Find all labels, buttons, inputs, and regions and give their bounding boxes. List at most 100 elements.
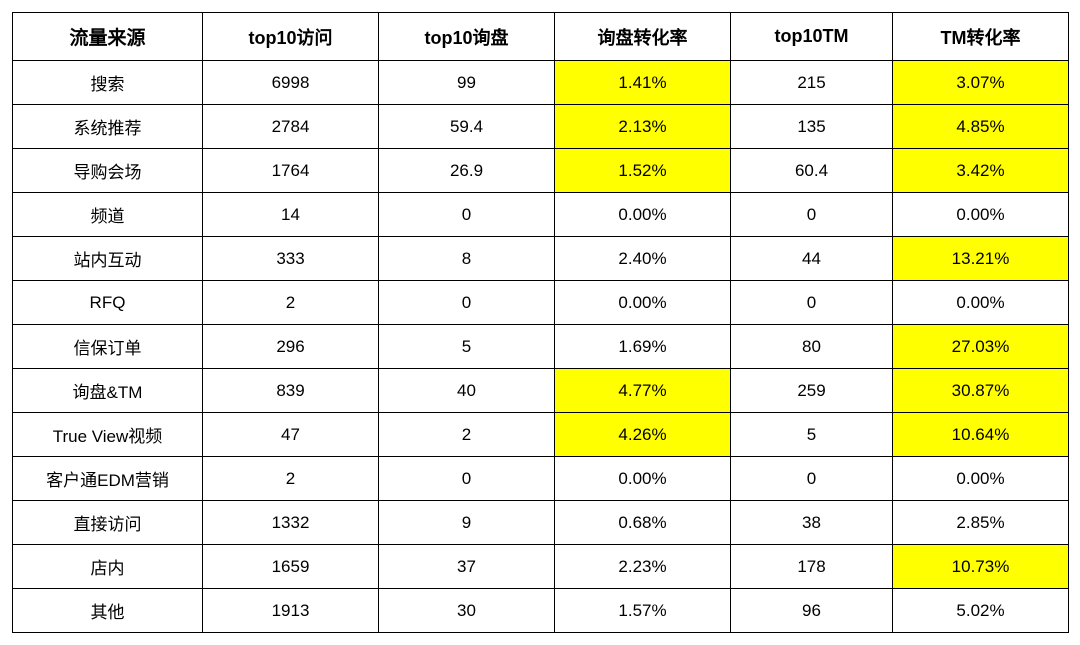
table-cell: 2 xyxy=(379,413,555,457)
table-cell: 客户通EDM营销 xyxy=(13,457,203,501)
table-cell: 5 xyxy=(731,413,893,457)
table-cell: 27.03% xyxy=(893,325,1069,369)
table-row: 客户通EDM营销200.00%00.00% xyxy=(13,457,1069,501)
table-cell: True View视频 xyxy=(13,413,203,457)
table-row: 频道1400.00%00.00% xyxy=(13,193,1069,237)
table-cell: 5.02% xyxy=(893,589,1069,633)
table-cell: 59.4 xyxy=(379,105,555,149)
table-cell: 40 xyxy=(379,369,555,413)
table-cell: 839 xyxy=(203,369,379,413)
table-cell: 1659 xyxy=(203,545,379,589)
table-cell: 96 xyxy=(731,589,893,633)
table-row: 直接访问133290.68%382.85% xyxy=(13,501,1069,545)
table-cell: 296 xyxy=(203,325,379,369)
table-cell: 3.07% xyxy=(893,61,1069,105)
table-cell: 30 xyxy=(379,589,555,633)
table-cell: 询盘&TM xyxy=(13,369,203,413)
table-cell: 8 xyxy=(379,237,555,281)
table-cell: 1332 xyxy=(203,501,379,545)
table-cell: 0.00% xyxy=(893,281,1069,325)
table-cell: 1764 xyxy=(203,149,379,193)
table-cell: 0.00% xyxy=(555,281,731,325)
table-cell: 2.85% xyxy=(893,501,1069,545)
table-cell: 导购会场 xyxy=(13,149,203,193)
table-cell: 0 xyxy=(731,281,893,325)
table-cell: 5 xyxy=(379,325,555,369)
table-cell: 9 xyxy=(379,501,555,545)
table-cell: 10.73% xyxy=(893,545,1069,589)
table-cell: RFQ xyxy=(13,281,203,325)
table-cell: 站内互动 xyxy=(13,237,203,281)
table-cell: 135 xyxy=(731,105,893,149)
table-cell: 6998 xyxy=(203,61,379,105)
table-row: 搜索6998991.41%2153.07% xyxy=(13,61,1069,105)
table-cell: 搜索 xyxy=(13,61,203,105)
table-cell: 0.00% xyxy=(893,193,1069,237)
table-row: 站内互动33382.40%4413.21% xyxy=(13,237,1069,281)
table-cell: 333 xyxy=(203,237,379,281)
table-cell: 30.87% xyxy=(893,369,1069,413)
table-cell: 1.57% xyxy=(555,589,731,633)
table-cell: 37 xyxy=(379,545,555,589)
table-cell: 1.52% xyxy=(555,149,731,193)
table-cell: 其他 xyxy=(13,589,203,633)
table-cell: 2784 xyxy=(203,105,379,149)
traffic-source-table: 流量来源 top10访问 top10询盘 询盘转化率 top10TM TM转化率… xyxy=(12,12,1069,633)
table-cell: 2.13% xyxy=(555,105,731,149)
table-cell: 14 xyxy=(203,193,379,237)
table-cell: 2.40% xyxy=(555,237,731,281)
table-cell: 4.85% xyxy=(893,105,1069,149)
table-cell: 0.68% xyxy=(555,501,731,545)
table-cell: 99 xyxy=(379,61,555,105)
col-header-tm: top10TM xyxy=(731,13,893,61)
table-cell: 60.4 xyxy=(731,149,893,193)
table-row: 导购会场176426.91.52%60.43.42% xyxy=(13,149,1069,193)
table-cell: 80 xyxy=(731,325,893,369)
table-cell: 店内 xyxy=(13,545,203,589)
table-cell: 4.77% xyxy=(555,369,731,413)
col-header-tm-rate: TM转化率 xyxy=(893,13,1069,61)
table-cell: 1.41% xyxy=(555,61,731,105)
table-cell: 2 xyxy=(203,281,379,325)
table-cell: 0 xyxy=(379,281,555,325)
table-row: True View视频4724.26%510.64% xyxy=(13,413,1069,457)
table-cell: 0 xyxy=(379,457,555,501)
col-header-inquiry-rate: 询盘转化率 xyxy=(555,13,731,61)
table-cell: 0 xyxy=(731,457,893,501)
table-cell: 0.00% xyxy=(893,457,1069,501)
table-cell: 1.69% xyxy=(555,325,731,369)
table-cell: 信保订单 xyxy=(13,325,203,369)
table-cell: 178 xyxy=(731,545,893,589)
table-row: 信保订单29651.69%8027.03% xyxy=(13,325,1069,369)
table-row: 其他1913301.57%965.02% xyxy=(13,589,1069,633)
table-cell: 215 xyxy=(731,61,893,105)
col-header-inquiries: top10询盘 xyxy=(379,13,555,61)
table-body: 搜索6998991.41%2153.07%系统推荐278459.42.13%13… xyxy=(13,61,1069,633)
table-cell: 2 xyxy=(203,457,379,501)
table-row: 系统推荐278459.42.13%1354.85% xyxy=(13,105,1069,149)
col-header-source: 流量来源 xyxy=(13,13,203,61)
table-cell: 频道 xyxy=(13,193,203,237)
table-cell: 4.26% xyxy=(555,413,731,457)
table-cell: 系统推荐 xyxy=(13,105,203,149)
table-cell: 0.00% xyxy=(555,457,731,501)
table-cell: 2.23% xyxy=(555,545,731,589)
table-cell: 3.42% xyxy=(893,149,1069,193)
table-cell: 1913 xyxy=(203,589,379,633)
table-cell: 38 xyxy=(731,501,893,545)
table-row: RFQ200.00%00.00% xyxy=(13,281,1069,325)
table-cell: 26.9 xyxy=(379,149,555,193)
table-header-row: 流量来源 top10访问 top10询盘 询盘转化率 top10TM TM转化率 xyxy=(13,13,1069,61)
table-cell: 10.64% xyxy=(893,413,1069,457)
table-cell: 0 xyxy=(731,193,893,237)
table-cell: 259 xyxy=(731,369,893,413)
table-cell: 44 xyxy=(731,237,893,281)
table-cell: 0.00% xyxy=(555,193,731,237)
table-row: 店内1659372.23%17810.73% xyxy=(13,545,1069,589)
col-header-visits: top10访问 xyxy=(203,13,379,61)
table-row: 询盘&TM839404.77%25930.87% xyxy=(13,369,1069,413)
table-cell: 0 xyxy=(379,193,555,237)
table-cell: 直接访问 xyxy=(13,501,203,545)
table-cell: 47 xyxy=(203,413,379,457)
table-cell: 13.21% xyxy=(893,237,1069,281)
